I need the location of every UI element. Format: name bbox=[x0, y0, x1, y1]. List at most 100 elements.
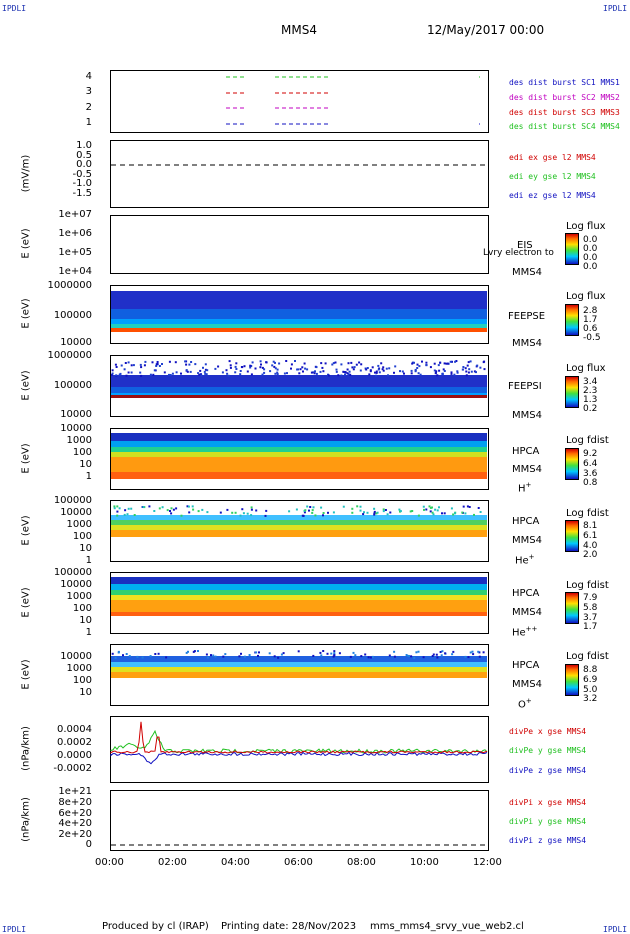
feepsi-speckle bbox=[274, 361, 276, 364]
hpca-o-speckle bbox=[280, 653, 283, 656]
hpca-o-speckle bbox=[422, 656, 425, 659]
hpca-he-speckle bbox=[312, 506, 315, 509]
hpca-o-speckle bbox=[477, 650, 480, 653]
eis-overlay-text: Lvry electron to bbox=[483, 248, 554, 258]
hpca-o-speckle bbox=[444, 652, 447, 655]
feepse-sc-label: MMS4 bbox=[512, 338, 542, 349]
hpca-he-speckle bbox=[311, 509, 314, 512]
feepsi-speckle bbox=[419, 373, 422, 376]
eis-colorbar bbox=[565, 233, 579, 265]
feepsi-speckle bbox=[259, 366, 262, 369]
feepsi-speckle bbox=[467, 371, 470, 374]
hpca-o-speckle bbox=[371, 655, 374, 658]
hpca-he-instrument-label: HPCA bbox=[512, 516, 540, 527]
feepsi-speckle bbox=[140, 374, 143, 377]
hpca-o-speckle bbox=[410, 655, 413, 658]
feepse-ytick: 1000000 bbox=[47, 280, 92, 291]
feepsi-speckle bbox=[414, 370, 417, 373]
feepsi-speckle bbox=[310, 371, 313, 374]
hpca-o-speckle bbox=[388, 654, 391, 657]
hpca-he-ytick: 10 bbox=[79, 543, 92, 554]
hpca-he-speckle bbox=[461, 511, 464, 514]
feepsi-speckle bbox=[229, 366, 232, 369]
hpca-o-speckle bbox=[205, 653, 208, 656]
hpca-he-speckle bbox=[231, 511, 234, 514]
hpca-h-cbar-title: Log fdist bbox=[566, 435, 609, 446]
hpca-o-speckle bbox=[472, 653, 475, 656]
hpca-he-speckle bbox=[450, 507, 453, 510]
hpca-o-speckle bbox=[364, 653, 367, 656]
hpca-o-speckle bbox=[478, 651, 481, 654]
hpca-he-sc-label: MMS4 bbox=[512, 535, 542, 546]
feepsi-ytick: 1000000 bbox=[47, 350, 92, 361]
hpca-he-ytick: 100000 bbox=[53, 495, 92, 506]
hpca-he-speckle bbox=[425, 508, 428, 511]
hpca-o-speckle bbox=[332, 655, 335, 658]
feepsi-speckle bbox=[479, 366, 482, 369]
hpca-he-speckle bbox=[226, 508, 229, 511]
hpca-o-speckle bbox=[125, 653, 128, 655]
feepsi-speckle bbox=[152, 373, 155, 376]
hpca-he-speckle bbox=[148, 505, 151, 508]
eis-cbar-value: 0.0 bbox=[583, 262, 598, 272]
feepsi-speckle bbox=[260, 363, 262, 366]
hpca-he-speckle bbox=[389, 511, 392, 514]
feepsi-speckle bbox=[221, 371, 224, 374]
feepsi-speckle bbox=[124, 362, 127, 364]
hpca-he-speckle bbox=[452, 513, 455, 516]
feepsi-speckle bbox=[435, 370, 438, 373]
hpca-h-species-name: H bbox=[518, 483, 526, 495]
hpca-he-speckle bbox=[242, 512, 245, 515]
feepse-band bbox=[111, 309, 487, 319]
feepsi-speckle bbox=[470, 370, 473, 373]
feepsi-speckle bbox=[225, 369, 228, 372]
feepsi-ytick: 10000 bbox=[60, 409, 92, 420]
hpca-he-speckle bbox=[438, 506, 440, 509]
feepsi-speckle bbox=[204, 368, 207, 371]
hpca-hepp-band bbox=[111, 590, 487, 595]
feepsi-speckle bbox=[239, 370, 242, 372]
hpca-o-speckle bbox=[330, 652, 333, 655]
hpca-he-ytick: 1000 bbox=[66, 519, 92, 530]
feepsi-speckle bbox=[382, 369, 385, 372]
hpca-he-speckle bbox=[250, 508, 253, 511]
eis-panel bbox=[110, 215, 489, 274]
hpca-he-species-name: He bbox=[515, 555, 529, 567]
hpca-he-speckle bbox=[309, 506, 312, 508]
divpi-ytick: 8e+20 bbox=[58, 797, 92, 808]
feepsi-speckle bbox=[315, 366, 318, 369]
hpca-o-speckle bbox=[349, 655, 352, 658]
feepsi-sc-label: MMS4 bbox=[512, 410, 542, 421]
edi-legend-y: edi ey gse l2 MMS4 bbox=[509, 172, 596, 181]
hpca-he-speckle bbox=[322, 512, 325, 514]
feepsi-speckle bbox=[340, 374, 343, 377]
hpca-h-band bbox=[111, 447, 487, 452]
hpca-he-speckle bbox=[434, 508, 437, 511]
hpca-o-speckle bbox=[192, 650, 195, 653]
feepsi-speckle bbox=[337, 374, 340, 377]
hpca-he-band bbox=[111, 530, 487, 537]
divpi-ytick: 6e+20 bbox=[58, 808, 92, 819]
hpca-he-speckle bbox=[441, 512, 443, 515]
hpca-h-cbar-value: 6.4 bbox=[583, 459, 598, 469]
hpca-o-speckle bbox=[440, 654, 443, 657]
hpca-hepp-cbar-value: 1.7 bbox=[583, 622, 598, 632]
burst-legend-sc3: des dist burst SC3 MMS3 bbox=[509, 108, 620, 117]
feepsi-speckle bbox=[425, 361, 428, 364]
hpca-o-ylabel: E (eV) bbox=[20, 659, 32, 690]
hpca-hepp-cbar-value: 3.7 bbox=[583, 613, 598, 623]
hpca-he-speckle bbox=[314, 514, 317, 517]
x-tick-label: 10:00 bbox=[410, 857, 439, 868]
feepsi-speckle bbox=[334, 361, 337, 364]
divpe-ytick: 0.0000 bbox=[57, 750, 92, 761]
feepsi-speckle bbox=[189, 370, 192, 373]
hpca-hepp-band bbox=[111, 584, 487, 590]
hpca-o-speckle bbox=[467, 656, 470, 659]
feepsi-speckle bbox=[235, 368, 238, 370]
feepsi-speckle bbox=[344, 371, 347, 374]
hpca-he-speckle bbox=[342, 505, 345, 508]
burst-panel bbox=[110, 70, 489, 133]
hpca-o-speckle bbox=[297, 650, 300, 653]
feepsi-speckle bbox=[235, 362, 238, 365]
hpca-o-speckle bbox=[326, 652, 329, 655]
